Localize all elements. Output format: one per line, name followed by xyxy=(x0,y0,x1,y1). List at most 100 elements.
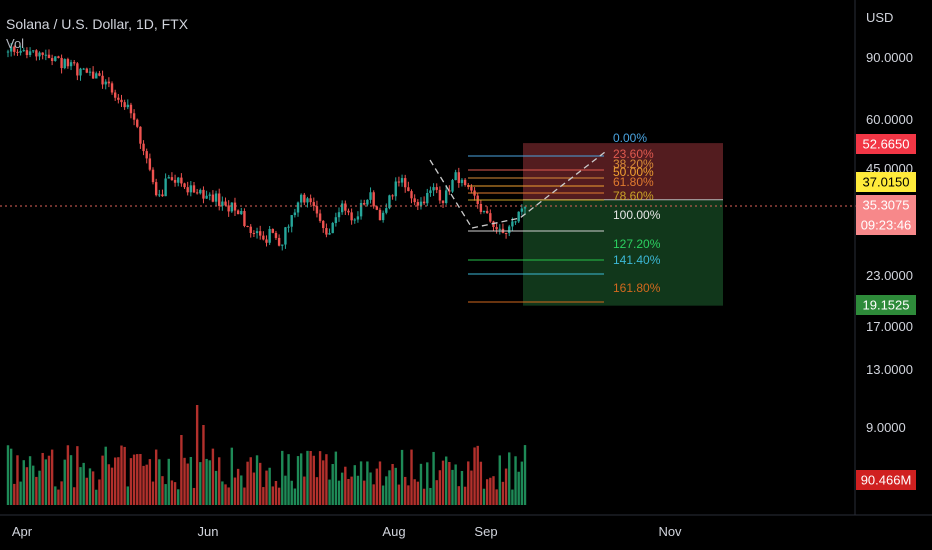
candle-body xyxy=(356,216,360,220)
volume-bar xyxy=(284,475,287,505)
bar-countdown-tag-bg xyxy=(856,215,916,235)
candle-body xyxy=(63,59,66,69)
target-price-tag[interactable]: 19.1525 xyxy=(863,298,910,313)
candle-body xyxy=(104,81,107,85)
volume-bar xyxy=(353,465,356,505)
volume-bar xyxy=(167,458,170,505)
candle-body xyxy=(337,212,341,218)
candle-body xyxy=(221,201,224,206)
volume-value-tag[interactable]: 90.466M xyxy=(861,473,912,488)
volume-bar xyxy=(268,467,271,505)
volume-bar xyxy=(303,476,306,505)
fib-level-label: 61.80% xyxy=(613,175,654,189)
candle-body xyxy=(202,189,205,199)
chart-legend[interactable]: Solana / U.S. Dollar, 1D, FTX Vol xyxy=(6,14,188,54)
candle-body xyxy=(281,244,284,246)
candle-body xyxy=(205,195,208,199)
candle-body xyxy=(340,203,344,213)
candle-body xyxy=(101,75,104,85)
volume-bar xyxy=(422,488,426,505)
volume-bar xyxy=(404,476,407,505)
volume-bar xyxy=(13,483,16,505)
volume-bar xyxy=(161,476,164,505)
volume-bar xyxy=(158,459,161,505)
last-price-tag[interactable]: 35.3075 xyxy=(863,198,910,213)
volume-bar xyxy=(110,467,114,505)
candle-body xyxy=(381,212,385,221)
candle-body xyxy=(44,54,48,56)
candle-body xyxy=(435,187,438,190)
candle-body xyxy=(224,201,227,206)
volume-bar xyxy=(170,480,174,505)
volume-bar xyxy=(448,461,451,505)
candle-body xyxy=(233,202,237,211)
volume-bar xyxy=(25,467,29,505)
candle-body xyxy=(290,215,293,227)
candle-body xyxy=(489,213,492,222)
candle-body xyxy=(230,202,234,212)
candle-body xyxy=(211,194,215,202)
entry-price-tag-bg xyxy=(856,172,916,192)
volume-bar xyxy=(359,461,363,505)
candle-body xyxy=(265,239,268,243)
candle-body xyxy=(110,83,114,93)
candle-body xyxy=(274,232,278,238)
volume-bar xyxy=(334,451,338,505)
volume-bar xyxy=(451,469,454,505)
candle-body xyxy=(318,213,322,221)
volume-indicator-label[interactable]: Vol xyxy=(6,36,25,51)
volume-bar xyxy=(271,486,275,505)
volume-bar xyxy=(372,484,375,505)
candle-body xyxy=(404,178,407,188)
volume-bar xyxy=(107,464,111,505)
volume-bar xyxy=(60,481,63,505)
volume-bar xyxy=(180,435,183,505)
volume-bar xyxy=(73,487,76,505)
volume-bar xyxy=(435,480,438,505)
target-price-tag-bg xyxy=(856,295,916,315)
candle-body xyxy=(50,58,54,61)
volume-bar xyxy=(173,482,177,505)
price-tick-label: 60.0000 xyxy=(866,112,913,127)
candle-body xyxy=(331,222,334,234)
price-tick-label: 17.0000 xyxy=(866,319,913,334)
volume-bar xyxy=(132,454,136,505)
candle-body xyxy=(95,73,98,79)
volume-bar xyxy=(331,464,334,505)
projection-path[interactable] xyxy=(429,151,606,229)
currency-label[interactable]: USD xyxy=(866,10,894,25)
candle-body xyxy=(312,202,315,207)
candle-body xyxy=(151,169,155,183)
candle-body xyxy=(126,104,129,108)
candle-body xyxy=(6,51,10,53)
candle-body xyxy=(41,52,44,55)
volume-bar xyxy=(54,486,57,505)
price-tick-label: 13.0000 xyxy=(866,362,913,377)
volume-bar xyxy=(350,476,353,505)
candle-body xyxy=(186,187,189,193)
candle-body xyxy=(416,202,420,206)
candle-body xyxy=(369,192,372,200)
volume-bar xyxy=(429,487,432,505)
candle-body xyxy=(479,203,483,212)
candle-body xyxy=(60,57,63,69)
candle-body xyxy=(328,233,331,235)
bar-countdown-tag[interactable]: 09:23:46 xyxy=(861,218,912,233)
volume-bar xyxy=(205,458,208,505)
volume-bar xyxy=(340,472,344,505)
candle-body xyxy=(306,198,309,203)
stop-price-tag[interactable]: 52.6650 xyxy=(863,137,910,152)
volume-bar xyxy=(224,484,227,505)
candle-body xyxy=(334,217,338,223)
candle-body xyxy=(139,126,142,144)
volume-bar xyxy=(410,449,413,505)
take-profit-zone[interactable] xyxy=(523,199,723,306)
entry-price-tag[interactable]: 37.0150 xyxy=(863,175,910,190)
volume-bar xyxy=(299,453,303,505)
volume-bar xyxy=(28,456,32,505)
candle-body xyxy=(243,211,246,226)
volume-bar xyxy=(438,470,442,505)
volume-bar xyxy=(463,486,467,505)
volume-bar xyxy=(19,481,22,505)
